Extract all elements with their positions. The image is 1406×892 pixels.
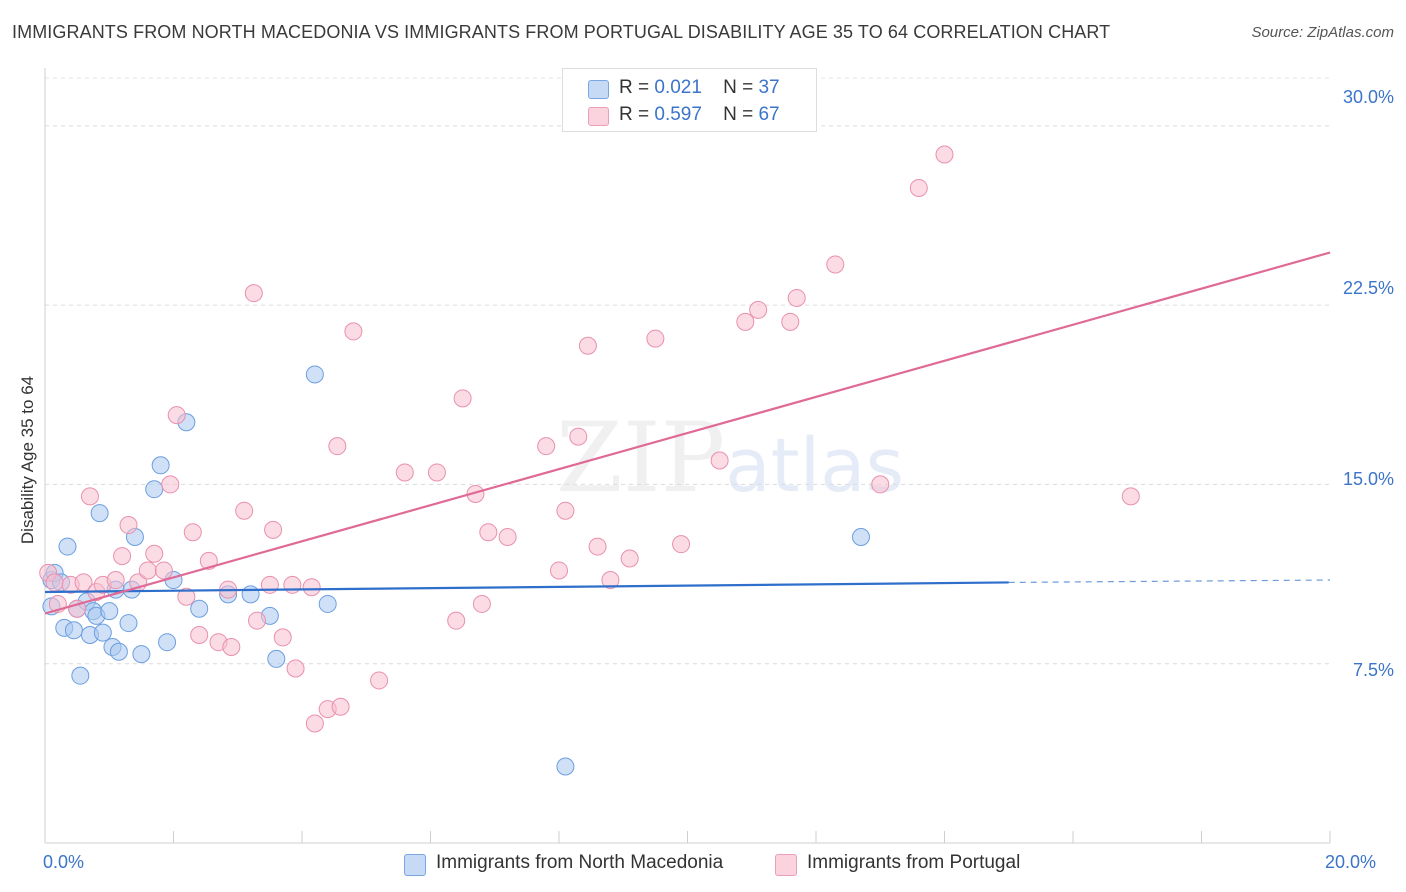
data-point (145, 544, 164, 563)
watermark: ZIPatlas (556, 402, 904, 514)
y-tick-label: 22.5% (1342, 278, 1394, 298)
data-point (235, 501, 254, 520)
stats-legend: R = 0.021 N = 37 R = 0.597 N = 67 (562, 68, 817, 132)
legend-swatch-north-macedonia (588, 80, 609, 99)
y-tick-label: 7.5% (1352, 660, 1394, 680)
y-tick-label: 30.0% (1342, 87, 1394, 107)
data-point (273, 628, 292, 647)
legend-swatch-north-macedonia (404, 854, 426, 876)
data-point (305, 714, 324, 733)
data-point (154, 561, 173, 580)
data-point (1121, 487, 1140, 506)
data-point (672, 535, 691, 554)
data-point (736, 312, 755, 331)
data-point (305, 365, 324, 384)
data-point (395, 463, 414, 482)
legend-swatch-portugal (588, 107, 609, 126)
data-point (935, 145, 954, 164)
data-point (447, 611, 466, 630)
watermark-zip: ZIP (556, 402, 726, 514)
data-point (167, 406, 186, 425)
data-point (826, 255, 845, 274)
data-point (472, 594, 491, 613)
data-point (871, 475, 890, 494)
data-point (241, 585, 260, 604)
trend-line-extension (1008, 579, 1331, 584)
data-point (113, 547, 132, 566)
data-point (64, 621, 83, 640)
data-point (68, 599, 87, 618)
y-axis-label: Disability Age 35 to 64 (18, 375, 37, 545)
data-point (601, 571, 620, 590)
data-point (620, 549, 639, 568)
trend-line (44, 581, 1009, 594)
data-point (498, 528, 517, 546)
legend-label: Immigrants from North Macedonia (436, 852, 724, 873)
data-point (569, 427, 588, 446)
data-point (710, 451, 729, 470)
data-point (244, 284, 263, 303)
data-point (267, 649, 286, 668)
data-point (331, 697, 350, 716)
data-point (479, 523, 498, 542)
data-point (427, 463, 446, 482)
data-point (248, 611, 267, 630)
data-point (80, 487, 99, 506)
data-point (781, 312, 800, 331)
data-point (138, 561, 157, 580)
data-point (646, 329, 665, 348)
y-tick-label: 15.0% (1342, 469, 1394, 489)
data-point (328, 437, 347, 456)
data-point (190, 599, 209, 618)
data-point (45, 573, 64, 592)
data-point (161, 475, 180, 494)
watermark-atlas: atlas (725, 423, 905, 509)
data-point (370, 671, 389, 690)
data-point (286, 659, 305, 678)
data-point (578, 336, 597, 355)
legend-text: R = 0.021 N = 37 (619, 77, 780, 98)
chart-title: IMMIGRANTS FROM NORTH MACEDONIA VS IMMIG… (12, 22, 1111, 42)
data-point (453, 389, 472, 408)
data-point (264, 520, 283, 539)
data-point (222, 637, 241, 656)
data-point (302, 578, 321, 597)
data-point (550, 561, 568, 580)
trend-line (44, 251, 1331, 615)
data-point (119, 614, 138, 633)
data-point (283, 575, 302, 594)
data-point (93, 623, 112, 642)
data-point (183, 523, 202, 542)
legend-swatch-portugal (775, 854, 797, 876)
data-point (749, 300, 768, 319)
data-point (106, 571, 125, 590)
data-point (190, 626, 209, 645)
data-point (100, 602, 119, 621)
data-point (344, 322, 363, 341)
data-point (909, 178, 928, 197)
data-point (318, 594, 337, 613)
data-point (556, 757, 575, 776)
data-point (58, 537, 77, 556)
data-point (556, 501, 575, 520)
data-point (71, 666, 90, 685)
data-point (537, 437, 556, 456)
data-point (588, 537, 607, 556)
data-point (177, 587, 196, 606)
data-point (132, 645, 151, 664)
data-point (145, 480, 164, 499)
data-point (119, 516, 138, 535)
data-point (787, 288, 806, 307)
data-point (158, 633, 177, 652)
data-point (851, 528, 870, 546)
data-point (151, 456, 170, 475)
data-point (90, 504, 109, 523)
x-tick-label-max: 20.0% (1325, 852, 1377, 872)
legend-label: Immigrants from Portugal (807, 852, 1021, 873)
x-tick-label-min: 0.0% (43, 852, 85, 872)
data-point (109, 642, 128, 661)
legend-text: R = 0.597 N = 67 (619, 104, 780, 125)
source-label: Source: ZipAtlas.com (1251, 24, 1394, 41)
